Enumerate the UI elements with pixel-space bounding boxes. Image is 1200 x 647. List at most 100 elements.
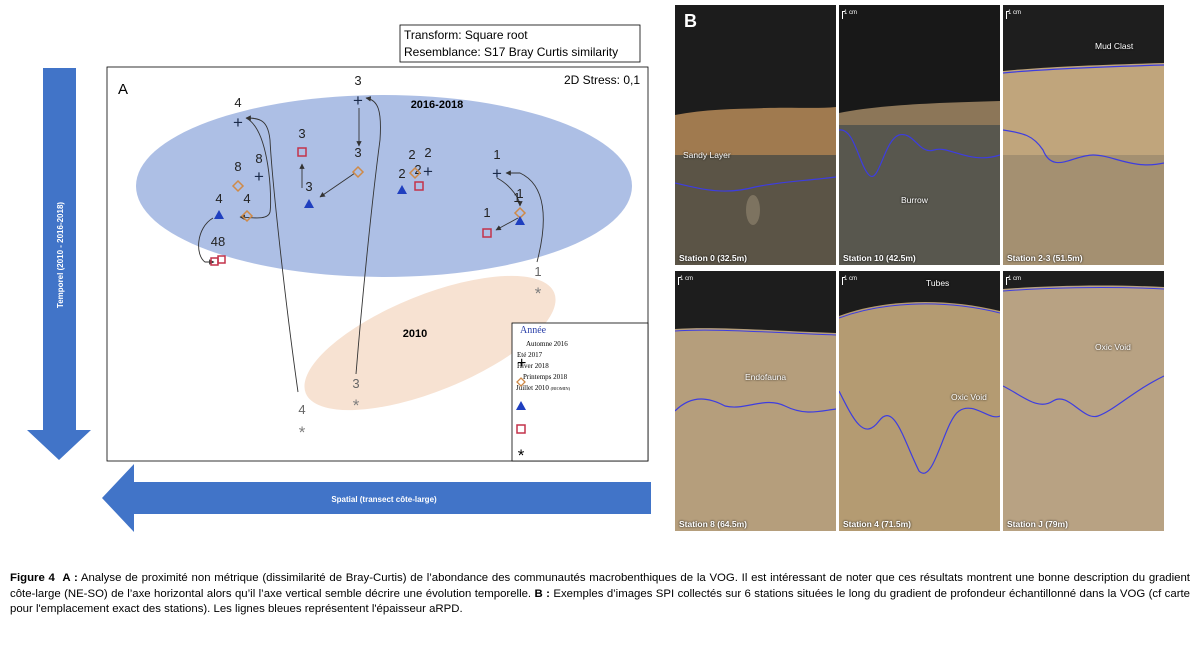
caption-a-label: A : (62, 572, 78, 584)
plus-marker: + (423, 162, 433, 181)
stress-text: 2D Stress: 0,1 (564, 73, 640, 87)
station-label: Station 10 (42.5m) (843, 253, 916, 263)
point-label: 4 (298, 402, 305, 417)
caption-b-text: Exemples d’images SPI collectés sur 6 st… (10, 587, 1190, 616)
spi-photo (1003, 5, 1164, 265)
point-label: 3 (354, 145, 361, 160)
legend-square-symbol (516, 424, 526, 434)
square-marker (297, 147, 307, 157)
spi-panel-station-10: 1 cm Burrow Station 10 (42.5m) (839, 5, 1000, 265)
scale-bar-label: 1 cm (841, 276, 858, 285)
point-label: 1 (534, 264, 541, 279)
point-label: 8 (234, 159, 241, 174)
annotation-endofauna: Endofauna (745, 372, 787, 382)
legend-diamond-symbol (516, 377, 526, 387)
plus-marker: + (353, 91, 363, 110)
legend-item: Automne 2016 (526, 340, 568, 348)
point-triangle-2: 2 (397, 166, 407, 194)
annotation-sandy-layer: Sandy Layer (683, 150, 731, 160)
trajectory-arrow (495, 217, 519, 231)
triangle-marker (515, 216, 525, 225)
point-diamond-8: 8 (231, 159, 245, 193)
point-plus-4: 4 + (233, 95, 243, 132)
spi-panel-station-8: 1 cm Endofauna Station 8 (64.5m) (675, 271, 836, 531)
legend-item-last: Juillet 2010 (BIOMIN) (516, 384, 571, 392)
asterisk-marker: * (353, 396, 360, 415)
nmds-points: 4 + 3 + 8 + 2 + 1 + 3 2 1 (210, 73, 542, 442)
point-plus-1: 1 + (492, 147, 502, 183)
point-asterisk-3: 3 * (352, 376, 359, 415)
point-square-1: 1 (482, 205, 492, 238)
annotation-oxic-void: Oxic Void (951, 392, 987, 402)
scale-bar-label: 1 cm (1005, 10, 1022, 19)
trajectory-arrow (198, 217, 215, 265)
annotation-burrow: Burrow (901, 195, 928, 205)
trajectory-arrow (505, 170, 544, 263)
point-label: 2 (408, 147, 415, 162)
group-2016-2018-label: 2016-2018 (411, 99, 464, 111)
point-label: 2 (398, 166, 405, 181)
caption-figure-label: Figure 4 (10, 572, 55, 584)
spatial-axis-label: Spatial (transect côte-large) (331, 495, 437, 504)
panel-b-letter: B (684, 11, 697, 31)
plus-marker: + (492, 164, 502, 183)
scale-bar-label: 1 cm (841, 10, 858, 19)
panel-a-letter: A (118, 81, 128, 98)
trajectory-arrow (355, 96, 381, 375)
point-label: 4 (234, 95, 241, 110)
legend-item-suffix: (BIOMIN) (551, 386, 571, 391)
trajectory-arrow (245, 115, 299, 393)
point-triangle-3: 3 (304, 179, 314, 208)
square-marker (414, 181, 424, 191)
point-label: 2 (424, 145, 431, 160)
point-label: 1 (493, 147, 500, 162)
spi-photo (839, 5, 1000, 265)
point-square-48: 48 (210, 234, 226, 266)
diamond-marker (408, 166, 422, 180)
legend-item: Hiver 2018 (517, 362, 549, 370)
plus-marker: + (233, 113, 243, 132)
nmds-figure: Temporel (2010 - 2016-2018) Spatial (tra… (27, 24, 651, 532)
annotation-tubes: Tubes (926, 278, 950, 288)
point-label: 48 (211, 234, 225, 249)
station-label: Station 0 (32.5m) (679, 253, 748, 263)
trajectory-arrow (496, 177, 523, 207)
figure-caption: Figure 4 A : Analyse de proximité non mé… (10, 571, 1190, 618)
scale-bar-label: 1 cm (1005, 276, 1022, 285)
group-2010-label: 2010 (403, 328, 427, 340)
trajectory-arrow (239, 117, 272, 221)
spi-panel-station-j: 1 cm Oxic Void Station J (79m) (1003, 271, 1164, 531)
point-label: 2 (414, 162, 421, 177)
point-triangle-1: 1 (513, 190, 525, 225)
point-label: 4 (215, 191, 222, 206)
spi-panel-station-0: B Sandy Layer Station 0 (32.5m) (675, 5, 836, 265)
point-plus-2: 2 + (423, 145, 433, 181)
annotation-oxic-void: Oxic Void (1095, 342, 1131, 352)
point-label: 8 (255, 151, 262, 166)
point-plus-8: 8 + (254, 151, 264, 186)
transform-box: Transform: Square root Resemblance: S17 … (399, 24, 641, 63)
spi-panel-station-4: 1 cm Tubes Oxic Void Station 4 (71.5m) (839, 271, 1000, 531)
caption-b-label: B : (534, 587, 550, 600)
square-marker (217, 255, 226, 264)
point-diamond-4: 4 (240, 191, 254, 223)
plus-marker: + (254, 167, 264, 186)
triangle-marker (304, 199, 314, 208)
point-asterisk-1: 1 * (534, 264, 541, 303)
spi-photo (675, 271, 836, 531)
caption-a-text: Analyse de proximité non métrique (dissi… (10, 572, 1190, 600)
spi-image-grid: B Sandy Layer Station 0 (32.5m) 1 cm Bur… (675, 5, 1165, 535)
spatial-axis-arrow: Spatial (transect côte-large) (102, 464, 651, 532)
point-label: 4 (243, 191, 250, 206)
transform-text: Transform: Square root (404, 28, 528, 42)
point-triangle-4: 4 (214, 191, 224, 219)
station-label: Station 4 (71.5m) (843, 519, 912, 529)
point-label: 3 (305, 179, 312, 194)
spi-panel-station-2-3: 1 cm Mud Clast Station 2-3 (51.5m) (1003, 5, 1164, 265)
trajectory-arrows (198, 96, 544, 393)
station-label: Station J (79m) (1007, 519, 1068, 529)
diamond-marker (240, 209, 254, 223)
scale-bar-label: 1 cm (677, 276, 694, 285)
point-plus-3: 3 + (353, 73, 363, 110)
asterisk-marker: * (299, 423, 306, 442)
